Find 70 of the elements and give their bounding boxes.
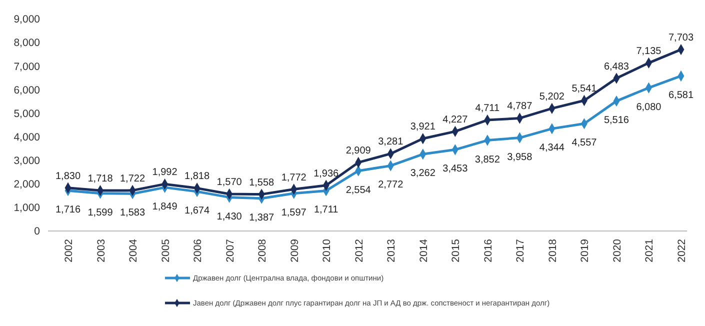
y-tick-label: 4,000 <box>14 131 40 144</box>
data-label: 1,772 <box>281 172 307 184</box>
x-tick-label: 2017 <box>514 238 527 262</box>
data-label: 5,541 <box>572 83 598 94</box>
data-label: 5,516 <box>604 115 630 126</box>
y-tick-label: 8,000 <box>14 37 40 50</box>
y-tick-label: 2,000 <box>14 178 40 191</box>
y-tick-label: 6,000 <box>14 84 40 96</box>
data-label: 6,483 <box>604 61 630 72</box>
x-tick-label: 2009 <box>288 238 301 262</box>
y-tick-label: 3,000 <box>14 155 40 168</box>
x-tick-label: 2006 <box>192 238 204 262</box>
data-label: 1,558 <box>249 177 275 188</box>
data-label: 4,787 <box>507 101 533 112</box>
x-tick-label: 2012 <box>353 238 366 262</box>
data-label: 1,849 <box>152 201 178 212</box>
data-label: 1,711 <box>314 204 339 216</box>
data-label: 4,557 <box>572 138 598 149</box>
data-label: 1,430 <box>216 211 242 222</box>
data-label: 1,583 <box>120 208 146 219</box>
data-label: 2,772 <box>378 180 404 191</box>
data-label: 1,570 <box>216 177 242 188</box>
y-tick-label: 0 <box>34 226 40 238</box>
data-label: 3,921 <box>410 122 436 133</box>
data-label: 1,722 <box>120 173 146 184</box>
x-tick-label: 2014 <box>418 238 430 262</box>
data-label: 3,852 <box>474 154 500 166</box>
x-tick-label: 2020 <box>611 238 624 262</box>
y-tick-label: 5,000 <box>14 108 40 120</box>
x-tick-label: 2008 <box>256 238 269 262</box>
data-label: 3,281 <box>378 136 404 148</box>
x-tick-label: 2013 <box>386 238 398 262</box>
data-label: 1,718 <box>88 174 114 185</box>
data-label: 1,818 <box>184 171 210 182</box>
y-tick-label: 1,000 <box>14 202 40 214</box>
data-label: 6,080 <box>636 102 662 113</box>
x-tick-label: 2022 <box>676 238 688 262</box>
data-label: 1,674 <box>184 206 210 217</box>
x-tick-label: 2007 <box>224 238 236 262</box>
data-label: 3,453 <box>442 164 468 175</box>
data-label: 7,135 <box>636 46 662 57</box>
data-label: 4,711 <box>475 103 500 114</box>
x-tick-label: 2004 <box>128 238 140 262</box>
data-label: 2,554 <box>346 184 372 196</box>
data-label: 1,992 <box>152 167 178 178</box>
y-tick-label: 9,000 <box>14 14 40 26</box>
x-tick-label: 2015 <box>450 238 462 262</box>
x-tick-label: 2019 <box>579 238 592 262</box>
data-label: 1,597 <box>281 207 307 218</box>
data-label: 1,830 <box>55 170 81 182</box>
x-tick-label: 2010 <box>321 238 334 262</box>
data-label: 3,958 <box>507 152 533 163</box>
data-label: 4,227 <box>442 114 468 126</box>
y-tick-label: 7,000 <box>14 60 40 73</box>
data-label: 2,909 <box>346 145 372 156</box>
data-label: 1,716 <box>55 204 81 216</box>
data-label: 5,202 <box>539 91 565 102</box>
x-tick-label: 2005 <box>160 238 172 262</box>
x-tick-label: 2003 <box>95 238 108 262</box>
data-label: 7,703 <box>668 32 694 44</box>
data-label: 1,599 <box>88 207 114 218</box>
data-label: 1,936 <box>314 168 340 180</box>
data-label: 3,262 <box>410 168 436 180</box>
data-label: 6,581 <box>668 90 694 101</box>
data-label: 4,344 <box>539 142 565 154</box>
x-tick-label: 2002 <box>63 238 75 262</box>
x-tick-label: 2021 <box>644 238 656 262</box>
x-tick-label: 2016 <box>482 238 494 262</box>
x-tick-label: 2018 <box>546 238 559 262</box>
data-label: 1,387 <box>249 212 275 224</box>
